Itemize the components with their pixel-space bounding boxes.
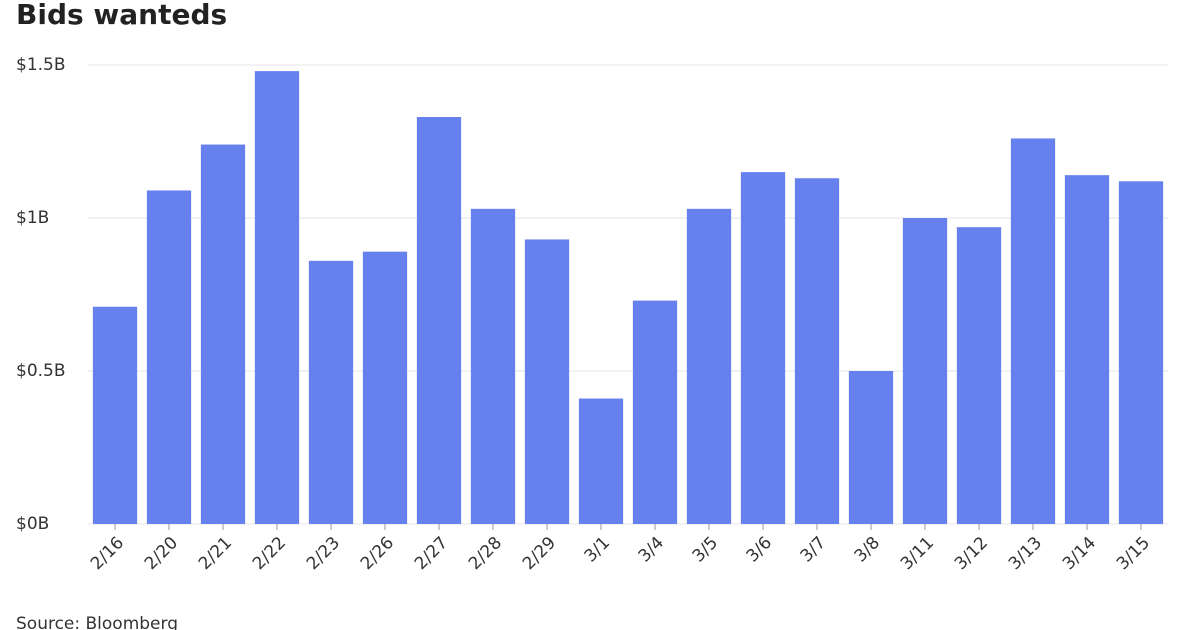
bar [740, 172, 786, 524]
chart-title: Bids wanteds [16, 0, 227, 31]
x-tick-label: 3/8 [851, 533, 884, 566]
bar [200, 144, 246, 524]
bar [254, 71, 300, 525]
x-tick-label: 3/12 [951, 533, 992, 574]
y-tick-label: $1.5B [16, 55, 66, 75]
x-tick-label: 2/20 [141, 533, 182, 574]
bar [632, 300, 678, 524]
source-note: Source: Bloomberg [16, 614, 178, 630]
x-tick-label: 2/22 [249, 533, 290, 574]
x-tick-label: 2/28 [465, 533, 506, 574]
x-tick-label: 3/5 [689, 533, 722, 566]
x-tick-label: 3/7 [797, 533, 830, 566]
x-tick-label: 3/6 [743, 533, 776, 566]
bar [146, 190, 192, 524]
x-tick-label: 3/14 [1059, 533, 1100, 574]
y-tick-label: $0B [16, 514, 49, 534]
bar [794, 178, 840, 524]
x-tick-label: 2/29 [519, 533, 560, 574]
x-tick-label: 3/11 [897, 533, 938, 574]
y-tick-label: $0.5B [16, 361, 66, 381]
bar [1064, 175, 1110, 524]
bar [362, 251, 408, 524]
bar [92, 306, 138, 524]
bar [686, 208, 732, 524]
y-tick-label: $1B [16, 208, 49, 228]
x-tick-label: 3/1 [581, 533, 614, 566]
x-tick-label: 2/16 [87, 533, 128, 574]
x-tick-label: 2/21 [195, 533, 236, 574]
bar [524, 239, 570, 525]
bar [956, 227, 1002, 524]
bar [416, 117, 462, 525]
x-tick-label: 2/27 [411, 533, 452, 574]
x-tick-label: 3/13 [1005, 533, 1046, 574]
x-tick-label: 3/15 [1113, 533, 1154, 574]
x-tick-label: 2/23 [303, 533, 344, 574]
bar [848, 371, 894, 524]
bar [470, 208, 516, 524]
x-tick-label: 3/4 [635, 533, 668, 566]
bar [902, 218, 948, 524]
bar [1010, 138, 1056, 524]
bar [1118, 181, 1164, 524]
x-tick-label: 2/26 [357, 533, 398, 574]
bar [578, 398, 624, 524]
bar [308, 260, 354, 524]
